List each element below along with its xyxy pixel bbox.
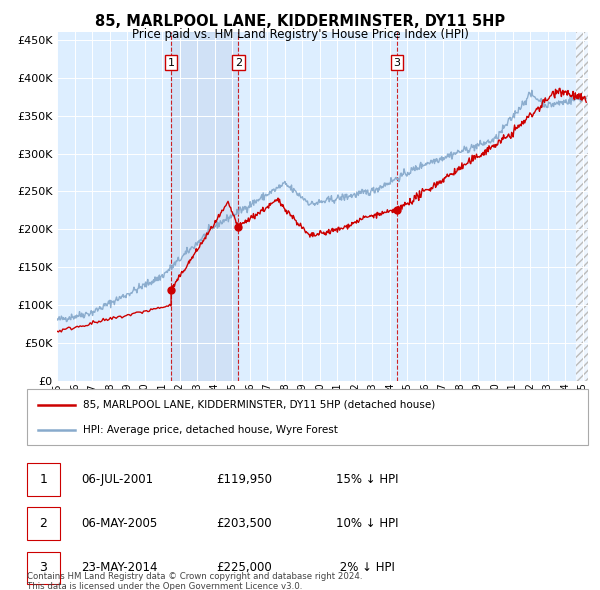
Bar [171,32,238,381]
Text: 85, MARLPOOL LANE, KIDDERMINSTER, DY11 5HP: 85, MARLPOOL LANE, KIDDERMINSTER, DY11 5… [95,14,505,29]
Text: £203,500: £203,500 [216,517,272,530]
Text: £119,950: £119,950 [216,473,272,486]
Text: 2% ↓ HPI: 2% ↓ HPI [336,561,395,574]
Text: 06-MAY-2005: 06-MAY-2005 [81,517,157,530]
Bar [576,32,588,381]
Text: 06-JUL-2001: 06-JUL-2001 [81,473,153,486]
Text: 1: 1 [167,58,175,68]
Text: Price paid vs. HM Land Registry's House Price Index (HPI): Price paid vs. HM Land Registry's House … [131,28,469,41]
Bar [576,32,588,381]
Text: £225,000: £225,000 [216,561,272,574]
Text: 3: 3 [40,561,47,574]
Text: 2: 2 [235,58,242,68]
Text: 85, MARLPOOL LANE, KIDDERMINSTER, DY11 5HP (detached house): 85, MARLPOOL LANE, KIDDERMINSTER, DY11 5… [83,399,436,409]
Text: 15% ↓ HPI: 15% ↓ HPI [336,473,398,486]
Text: 10% ↓ HPI: 10% ↓ HPI [336,517,398,530]
Text: 3: 3 [394,58,400,68]
Text: HPI: Average price, detached house, Wyre Forest: HPI: Average price, detached house, Wyre… [83,425,338,435]
Text: 23-MAY-2014: 23-MAY-2014 [81,561,157,574]
Text: 1: 1 [40,473,47,486]
Text: This data is licensed under the Open Government Licence v3.0.: This data is licensed under the Open Gov… [27,582,302,590]
Text: 2: 2 [40,517,47,530]
Text: Contains HM Land Registry data © Crown copyright and database right 2024.: Contains HM Land Registry data © Crown c… [27,572,362,581]
